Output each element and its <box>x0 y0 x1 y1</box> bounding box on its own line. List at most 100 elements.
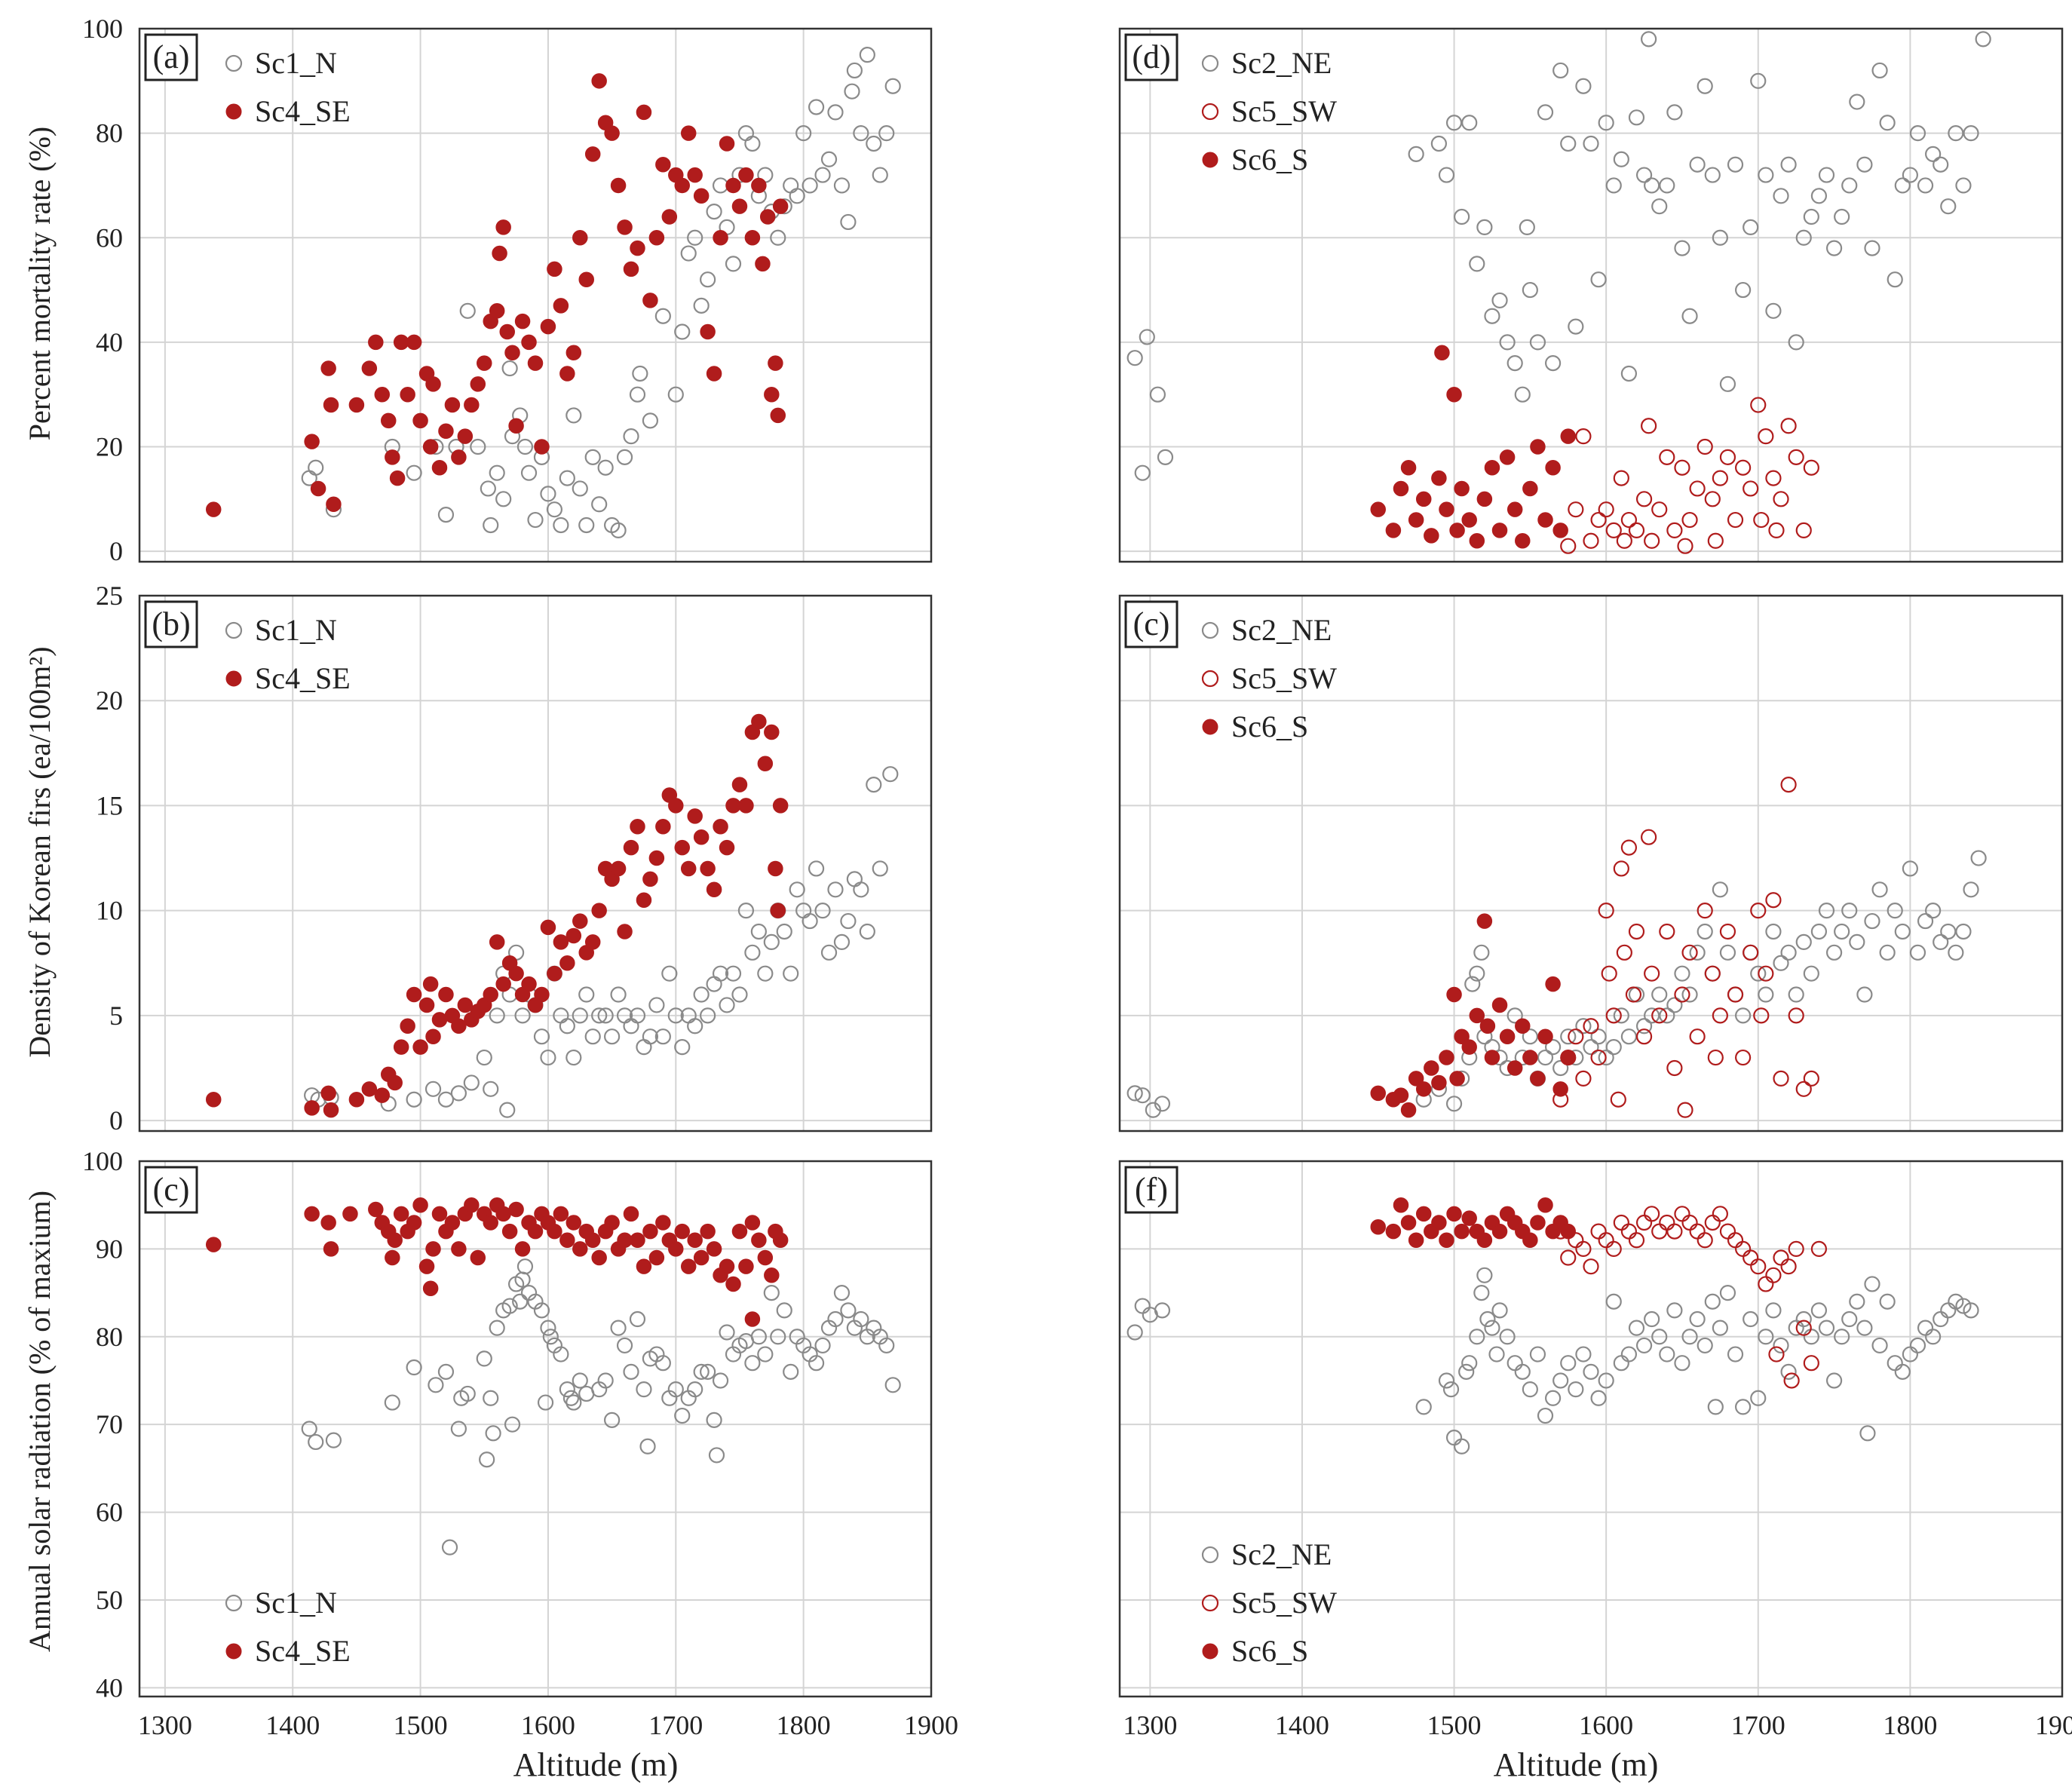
series-Sc6_S <box>1370 913 1577 1118</box>
data-point <box>1628 522 1645 539</box>
data-point <box>485 1425 501 1442</box>
data-point <box>1598 115 1614 131</box>
xtick-label: 1700 <box>1731 1710 1785 1740</box>
series-Sc2_NE <box>1126 31 1991 481</box>
data-point <box>878 1337 895 1354</box>
data-point <box>406 1215 422 1231</box>
data-point <box>1735 281 1752 299</box>
data-point <box>1439 501 1454 517</box>
data-point <box>1864 912 1880 930</box>
data-point <box>1575 78 1592 94</box>
data-point <box>591 1249 607 1266</box>
data-point <box>1818 903 1835 919</box>
data-point <box>1707 1049 1724 1066</box>
data-point <box>1780 1258 1797 1275</box>
data-point <box>320 1085 336 1102</box>
data-point <box>1154 1096 1171 1112</box>
data-point <box>737 903 755 919</box>
data-point <box>361 1081 378 1097</box>
data-point <box>1616 944 1632 961</box>
data-point <box>1415 1399 1432 1415</box>
data-point <box>1499 1028 1516 1044</box>
data-point <box>1704 167 1721 183</box>
data-point <box>642 1028 659 1045</box>
data-point <box>1454 1223 1470 1240</box>
data-point <box>1780 1363 1797 1380</box>
data-point <box>553 934 569 950</box>
data-point <box>1544 355 1562 372</box>
data-point <box>1758 167 1774 183</box>
legend-marker <box>1201 1546 1219 1564</box>
data-point <box>508 965 524 982</box>
data-point <box>731 1223 748 1240</box>
xtick-label: 1400 <box>1275 1710 1329 1740</box>
data-point <box>499 323 515 340</box>
data-point <box>1506 1007 1523 1024</box>
data-point <box>559 1232 575 1249</box>
panel-c: 40 50 60 70 80 90 100 1300 1400 1500 1600 1700 1800 1… <box>82 1146 958 1740</box>
data-point <box>768 355 783 371</box>
data-point <box>1537 1049 1554 1066</box>
ytick-label: 60 <box>96 222 123 253</box>
data-point <box>1651 1329 1668 1345</box>
data-point <box>693 188 710 204</box>
data-point <box>770 229 786 246</box>
data-point <box>470 376 486 392</box>
data-point <box>610 860 627 877</box>
data-point <box>1473 944 1490 961</box>
data-point <box>438 423 454 439</box>
data-point <box>597 1372 614 1389</box>
data-point <box>1925 903 1942 919</box>
data-point <box>744 1311 761 1327</box>
data-point <box>884 78 901 94</box>
data-point <box>431 1206 448 1222</box>
ytick-label: 25 <box>96 581 123 611</box>
data-point <box>480 480 496 497</box>
data-point <box>750 1329 767 1345</box>
data-point <box>1484 1050 1500 1065</box>
data-point <box>1439 1232 1454 1249</box>
series-Sc5_SW <box>1552 776 1819 1118</box>
plot-frame <box>1118 27 2064 563</box>
data-point <box>661 965 678 982</box>
legend-label: Sc6_S <box>1231 143 1308 176</box>
plot-frame <box>1118 594 2064 1133</box>
data-point <box>1560 1028 1577 1045</box>
data-point <box>1499 1329 1516 1345</box>
data-point <box>1712 1007 1728 1024</box>
data-point <box>584 146 601 162</box>
panel-label-box: (a) <box>144 33 198 81</box>
data-point <box>1620 365 1638 382</box>
data-point <box>1476 1267 1493 1283</box>
data-point <box>1727 511 1744 529</box>
data-point <box>629 1310 646 1328</box>
data-point <box>1560 428 1577 444</box>
data-point <box>1795 522 1812 539</box>
data-point <box>418 1258 435 1274</box>
xtick-label: 1500 <box>394 1710 448 1740</box>
data-point <box>566 407 582 424</box>
data-point <box>636 892 652 908</box>
data-point <box>444 1215 461 1231</box>
data-point <box>1735 1007 1752 1024</box>
data-point <box>1590 271 1607 288</box>
data-point <box>1431 1215 1447 1231</box>
data-point <box>501 1298 518 1314</box>
data-point <box>706 1241 722 1257</box>
data-point <box>1795 1080 1812 1097</box>
ytick-label: 100 <box>82 1146 123 1176</box>
data-point <box>623 1206 639 1222</box>
data-point <box>1469 256 1485 272</box>
data-point <box>1446 986 1462 1003</box>
data-point <box>1522 480 1538 497</box>
data-point <box>1697 903 1713 919</box>
data-point <box>1773 188 1789 204</box>
data-point <box>566 1215 582 1231</box>
data-point <box>1765 1302 1782 1319</box>
data-point <box>1783 1372 1800 1389</box>
data-point <box>1712 470 1728 486</box>
data-point <box>1894 923 1911 940</box>
data-point <box>572 230 588 246</box>
data-point <box>1545 459 1561 476</box>
data-point <box>738 167 754 183</box>
